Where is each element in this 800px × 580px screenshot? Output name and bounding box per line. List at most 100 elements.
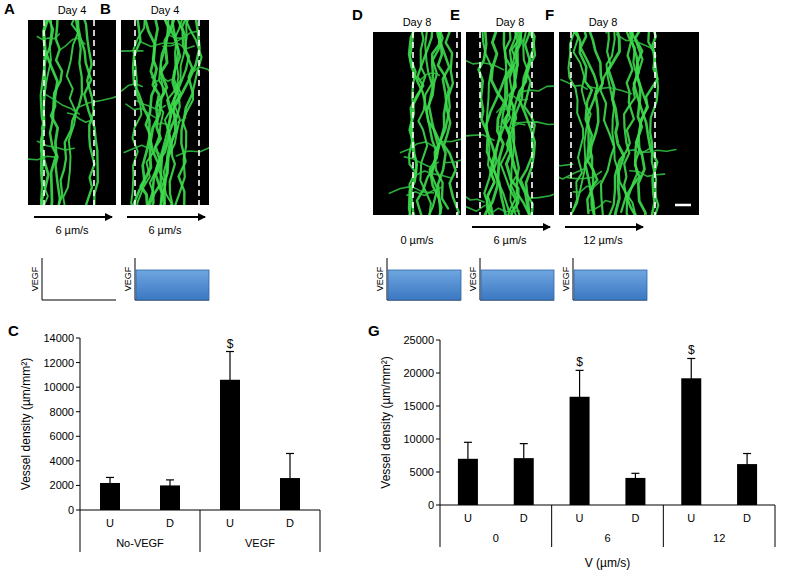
vessel-branch — [168, 31, 198, 38]
channel-edge — [531, 32, 533, 215]
vegf-label: VEGF — [123, 266, 133, 291]
vegf-axis — [387, 258, 388, 300]
y-tick-label: 8000 — [50, 406, 74, 418]
bar-chart: G0500010000150002000025000Vessel density… — [368, 322, 775, 570]
vessel-branch — [194, 67, 209, 75]
y-axis — [80, 338, 81, 510]
error-bar — [286, 453, 294, 502]
vessel-branch — [573, 181, 600, 192]
y-tick-label: 12000 — [43, 357, 74, 369]
flow-label: 0 µm/s — [400, 234, 434, 246]
channel-edge — [412, 32, 414, 215]
channel-edge — [43, 20, 45, 205]
vegf-label: VEGF — [468, 266, 478, 291]
flow-label: 6 µm/s — [493, 234, 527, 246]
x-tick-label: D — [631, 512, 639, 524]
x-tick-label: D — [166, 517, 174, 529]
error-line — [691, 358, 692, 398]
x-tick-label: D — [286, 517, 294, 529]
vessels — [389, 32, 461, 215]
y-tick — [436, 373, 440, 374]
error-cap — [166, 479, 174, 480]
vessel-branch — [630, 171, 665, 177]
error-line — [746, 454, 747, 475]
error-cap — [687, 358, 695, 359]
error-cap — [286, 453, 294, 454]
error-line — [467, 442, 468, 475]
error-line — [635, 473, 636, 482]
panel-title: Day 8 — [589, 16, 618, 28]
vessel-branch — [444, 158, 461, 163]
vessel-branch — [163, 44, 194, 49]
panel-label: D — [352, 6, 363, 23]
vessel — [607, 32, 640, 215]
x-tick-label: U — [687, 512, 695, 524]
panel-title: Day 8 — [403, 16, 432, 28]
y-tick — [76, 436, 80, 437]
vessel-branch — [498, 124, 525, 128]
image-panel: FDay 812 µm/sVEGF — [526, 6, 699, 300]
image-panel: E Day 8 6 µm/s VEGF — [449, 6, 573, 300]
vegf-label: VEGF — [561, 266, 571, 291]
vessel-branch — [77, 93, 116, 107]
y-tick-label: 2000 — [50, 479, 74, 491]
vessel-branch — [527, 185, 554, 198]
error-line — [289, 453, 290, 502]
group-divider — [551, 505, 552, 547]
vessel — [630, 32, 658, 215]
vessel-branch — [466, 205, 485, 212]
vessel — [78, 20, 98, 205]
channel-edge — [456, 32, 458, 215]
flow-label: 6 µm/s — [148, 224, 182, 236]
vessel — [133, 20, 158, 205]
vessels — [28, 20, 116, 205]
vessel-branch — [28, 156, 57, 159]
panel-title: Day 8 — [496, 16, 525, 28]
x-tick-label: D — [743, 512, 751, 524]
vessels — [466, 32, 554, 215]
vessel-branch — [137, 101, 166, 110]
vegf-axis — [135, 258, 136, 300]
vessel-branch — [522, 86, 554, 92]
panel-label: E — [450, 6, 460, 23]
error-bar — [631, 473, 639, 482]
channel-edge — [479, 32, 481, 215]
vessel-branch — [442, 135, 461, 142]
error-bar — [226, 352, 234, 409]
group-divider — [440, 505, 441, 547]
vessel-branch — [401, 142, 435, 153]
image-panel: BDay 46 µm/sVEGF — [97, 0, 224, 300]
channel-edge — [93, 20, 95, 205]
x-tick-label: U — [106, 517, 114, 529]
error-bar — [464, 442, 472, 475]
channel-edge — [198, 20, 200, 205]
vessel — [479, 32, 507, 215]
channel-edge — [654, 32, 656, 215]
group-divider — [663, 505, 664, 547]
y-tick-label: 20000 — [403, 367, 434, 379]
y-tick — [436, 406, 440, 407]
vegf-axis — [480, 258, 481, 300]
significance-mark: $ — [227, 337, 234, 351]
error-cap — [743, 453, 751, 454]
group-label: 0 — [493, 532, 499, 544]
vessel-branch — [561, 80, 587, 90]
error-cap — [464, 442, 472, 443]
y-axis-label: Vessel density (µm/mm²) — [19, 358, 33, 490]
figure: ADay 46 µm/sVEGFBDay 46 µm/sVEGFDDay 80 … — [0, 0, 800, 580]
y-tick-label: 0 — [428, 499, 434, 511]
vessels — [559, 32, 676, 215]
vessel-branch — [497, 107, 517, 113]
vessel — [409, 32, 425, 215]
error-bar — [106, 477, 114, 488]
y-axis-label: Vessel density (µm/mm²) — [379, 356, 393, 488]
y-tick-label: 14000 — [43, 332, 74, 344]
vessel-branch — [407, 187, 442, 195]
x-tick-label: U — [226, 517, 234, 529]
group-label: 6 — [604, 532, 610, 544]
error-line — [229, 352, 230, 409]
flow-arrow — [472, 226, 550, 228]
vessel-branch — [45, 94, 79, 114]
vessel — [43, 20, 57, 205]
group-label: VEGF — [245, 537, 275, 549]
